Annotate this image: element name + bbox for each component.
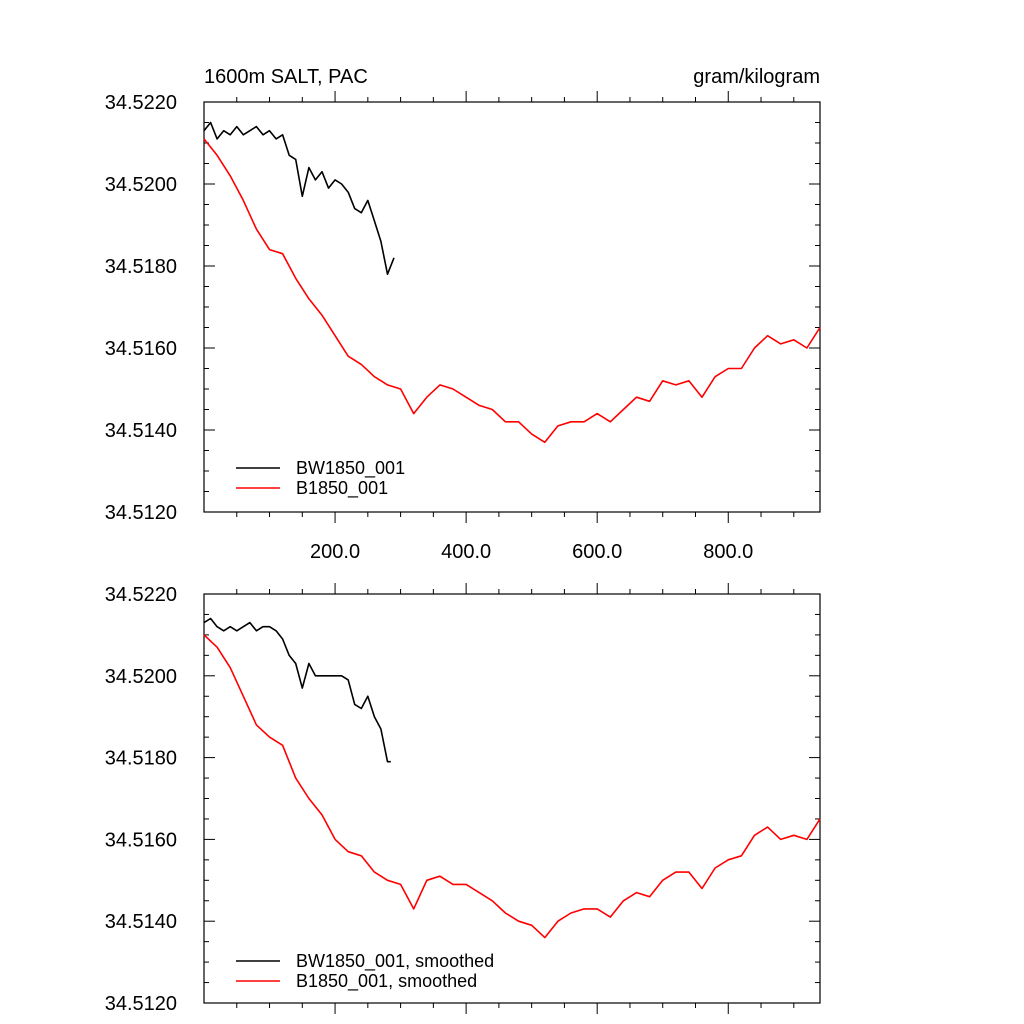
units-label: gram/kilogram — [693, 66, 820, 88]
legend-label: BW1850_001, smoothed — [296, 951, 494, 972]
panel-smoothed: 34.5120 34.5140 34.5160 34.5180 34.5200 34.52… — [105, 583, 821, 1015]
plot-frame — [203, 593, 821, 1004]
series-line-1 — [203, 634, 821, 939]
y-tick-label: 34.5160 — [105, 829, 177, 851]
x-tick-label: 800.0 — [703, 541, 753, 563]
series-line-0 — [203, 617, 391, 763]
y-tick-label: 34.5140 — [105, 420, 177, 442]
x-tick-label: 400.0 — [441, 541, 491, 563]
legend-label: B1850_001 — [296, 478, 388, 499]
x-tick-label: 200.0 — [310, 541, 360, 563]
y-tick-label: 34.5220 — [105, 584, 177, 606]
y-tick-label: 34.5180 — [105, 748, 177, 770]
y-tick-label: 34.5140 — [105, 911, 177, 933]
panel-raw: 34.5120 34.5140 34.5160 34.5180 34.5200 34.52… — [105, 91, 821, 563]
y-tick-label: 34.5120 — [105, 993, 177, 1015]
y-tick-label: 34.5200 — [105, 174, 177, 196]
chart-title: 1600m SALT, PAC — [204, 66, 368, 88]
y-tick-label: 34.5200 — [105, 666, 177, 688]
x-tick-label: 600.0 — [572, 541, 622, 563]
y-tick-label: 34.5220 — [105, 92, 177, 114]
series-line-0 — [203, 121, 395, 276]
series-line-1 — [203, 138, 821, 444]
y-tick-label: 34.5180 — [105, 256, 177, 278]
y-tick-label: 34.5160 — [105, 338, 177, 360]
y-tick-label: 34.5120 — [105, 502, 177, 524]
legend-label: BW1850_001 — [296, 458, 405, 479]
legend-label: B1850_001, smoothed — [296, 971, 477, 992]
